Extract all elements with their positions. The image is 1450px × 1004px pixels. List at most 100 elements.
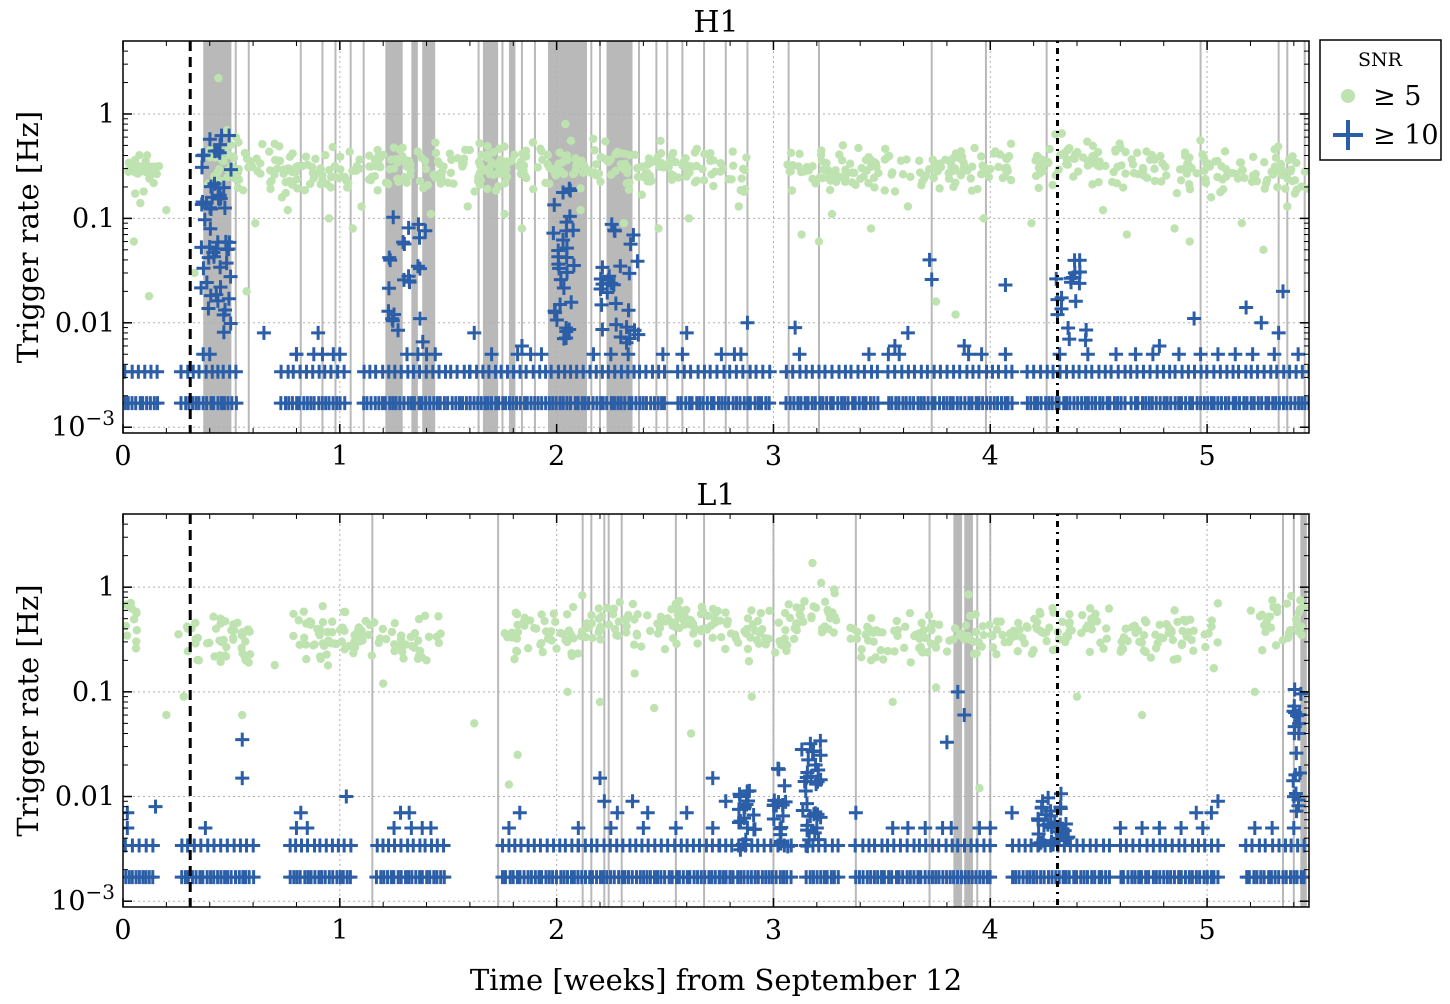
snr5-marker bbox=[229, 633, 238, 643]
snr10-marker bbox=[194, 160, 209, 175]
snr10-marker bbox=[801, 752, 816, 767]
snr5-marker bbox=[892, 616, 901, 626]
veto-band bbox=[422, 41, 436, 433]
snr5-marker bbox=[595, 697, 605, 707]
snr10-marker bbox=[566, 258, 581, 273]
snr10-marker bbox=[412, 311, 427, 326]
snr10-marker bbox=[762, 364, 777, 379]
snr5-marker bbox=[242, 287, 251, 296]
snr5-marker bbox=[752, 635, 762, 645]
snr10-marker bbox=[813, 733, 828, 748]
snr5-marker bbox=[979, 214, 988, 223]
snr5-marker bbox=[743, 644, 753, 654]
x-tick-label: 2 bbox=[548, 915, 565, 946]
snr10-marker bbox=[939, 735, 954, 750]
snr10-marker bbox=[235, 732, 250, 747]
snr5-marker bbox=[1222, 172, 1231, 181]
snr5-marker bbox=[869, 637, 878, 647]
snr5-marker bbox=[513, 750, 522, 760]
snr5-marker bbox=[820, 597, 830, 607]
veto-band bbox=[953, 514, 963, 907]
snr5-marker bbox=[604, 157, 613, 167]
snr10-marker bbox=[311, 325, 326, 340]
snr5-marker bbox=[373, 161, 382, 170]
panel-h1: H1 Trigger rate [Hz] 0 1 2 3 4 5 10−3 0.01 0.1 1 bbox=[11, 5, 1310, 472]
y-tick-label: 1 bbox=[98, 572, 115, 603]
snr5-marker bbox=[1049, 608, 1058, 617]
snr10-marker bbox=[202, 239, 217, 254]
snr5-marker bbox=[816, 150, 826, 160]
snr5-marker bbox=[495, 144, 504, 153]
snr5-marker bbox=[1206, 193, 1216, 202]
snr5-marker bbox=[1032, 624, 1042, 634]
series-snr10 bbox=[123, 682, 1309, 885]
snr10-marker bbox=[402, 275, 417, 290]
snr10-marker bbox=[484, 347, 499, 362]
snr5-marker bbox=[136, 198, 145, 208]
snr10-marker bbox=[636, 821, 651, 836]
snr10-marker bbox=[1135, 821, 1150, 836]
snr5-marker bbox=[1093, 158, 1102, 167]
snr5-marker bbox=[1153, 638, 1162, 648]
snr5-marker bbox=[765, 606, 774, 616]
snr5-marker bbox=[916, 642, 926, 652]
snr5-marker bbox=[613, 147, 622, 157]
snr5-marker bbox=[632, 631, 642, 640]
snr5-marker bbox=[829, 628, 838, 637]
snr10-marker bbox=[924, 272, 939, 287]
snr5-marker bbox=[947, 163, 956, 173]
snr5-marker bbox=[323, 661, 333, 670]
snr10-marker bbox=[383, 253, 398, 268]
snr5-marker bbox=[355, 164, 364, 173]
snr5-marker bbox=[965, 611, 975, 621]
snr5-marker bbox=[846, 634, 855, 643]
snr5-marker bbox=[361, 616, 370, 626]
snr5-marker bbox=[771, 648, 780, 657]
snr5-marker bbox=[604, 620, 614, 629]
x-tick-label: 4 bbox=[982, 441, 999, 472]
snr5-marker bbox=[373, 186, 382, 195]
snr5-marker bbox=[628, 599, 638, 609]
snr5-marker bbox=[785, 613, 795, 623]
snr5-marker bbox=[899, 643, 909, 653]
snr5-marker bbox=[757, 624, 767, 634]
snr10-marker bbox=[800, 818, 815, 833]
snr10-marker bbox=[1004, 805, 1019, 820]
snr5-marker bbox=[1086, 604, 1095, 613]
snr10-marker bbox=[733, 789, 748, 804]
snr5-marker bbox=[1200, 166, 1209, 175]
snr5-marker bbox=[318, 639, 328, 648]
y-tick-label: 10−3 bbox=[51, 880, 115, 917]
snr5-marker bbox=[264, 147, 274, 156]
snr10-marker bbox=[1072, 265, 1087, 280]
snr5-marker bbox=[1262, 175, 1272, 185]
snr10-marker bbox=[381, 281, 396, 296]
snr5-marker bbox=[597, 624, 606, 633]
snr5-marker bbox=[987, 630, 996, 640]
snr5-marker bbox=[426, 209, 436, 219]
x-tick-label: 0 bbox=[114, 441, 131, 472]
snr10-marker bbox=[657, 396, 672, 411]
snr5-marker bbox=[656, 148, 666, 158]
snr5-marker bbox=[622, 622, 631, 631]
snr5-marker bbox=[520, 621, 529, 630]
x-tick-label: 2 bbox=[548, 441, 565, 472]
snr5-marker bbox=[592, 160, 601, 169]
snr5-marker bbox=[302, 654, 311, 664]
snr10-marker bbox=[514, 338, 529, 353]
snr5-marker bbox=[477, 150, 486, 160]
snr5-marker bbox=[1164, 623, 1174, 633]
snr5-marker bbox=[1178, 626, 1187, 636]
snr5-marker bbox=[603, 603, 612, 613]
snr5-marker bbox=[1137, 710, 1147, 720]
snr10-marker bbox=[604, 276, 619, 291]
snr10-marker bbox=[586, 347, 601, 362]
snr5-marker bbox=[1006, 175, 1016, 185]
snr5-marker bbox=[216, 657, 225, 667]
snr10-marker bbox=[246, 838, 261, 853]
snr5-marker bbox=[415, 176, 425, 186]
snr10-marker bbox=[289, 347, 304, 362]
snr5-marker bbox=[1296, 596, 1305, 605]
snr5-marker bbox=[933, 162, 943, 172]
snr5-marker bbox=[538, 647, 547, 657]
